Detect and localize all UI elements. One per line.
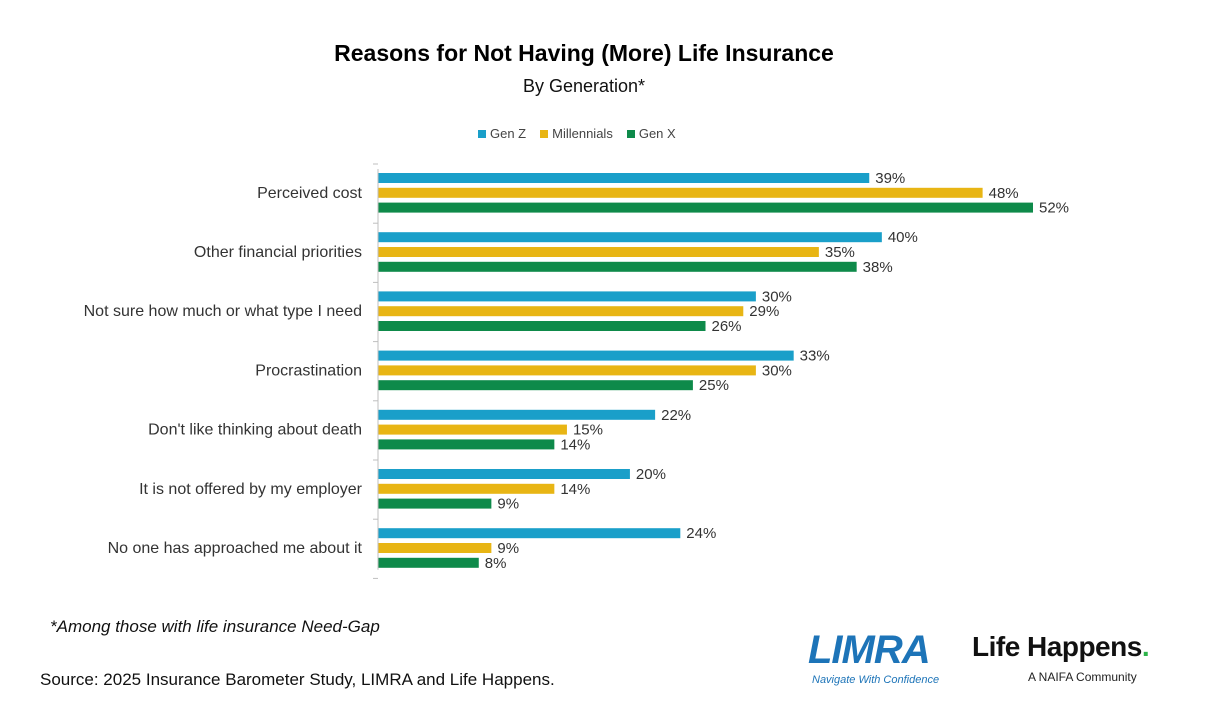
bar-millennials-no-one-has-approached-me-about-it [378, 543, 492, 553]
life-happens-logo-tagline: A NAIFA Community [1028, 670, 1137, 684]
bar-millennials-procrastination [378, 365, 756, 376]
bar-gen-z-procrastination [378, 350, 794, 361]
data-label-millennials-no-one-has-approached-me-about-it: 9% [497, 540, 519, 557]
life-happens-logo-wordmark: Life Happens [972, 631, 1142, 662]
bar-millennials-perceived-cost [378, 187, 983, 198]
legend-item-gen-x: Gen X [626, 126, 676, 141]
bar-gen-x-other-financial-priorities [378, 261, 857, 272]
limra-logo: LIMRA Navigate With Confidence [808, 630, 958, 690]
data-label-millennials-procrastination: 30% [762, 362, 792, 379]
legend-label-gen-z: Gen Z [490, 126, 527, 141]
bar-gen-x-don-t-like-thinking-about-death [378, 439, 555, 450]
legend-swatch-gen-z [478, 129, 486, 138]
data-label-gen-x-other-financial-priorities: 38% [863, 259, 893, 276]
life-happens-logo: Life Happens. A NAIFA Community [972, 630, 1182, 690]
bar-gen-z-perceived-cost [378, 173, 870, 183]
bar-gen-x-procrastination [378, 380, 693, 391]
category-label-don-t-like-thinking-about-death: Don't like thinking about death [148, 422, 362, 439]
chart-title: Reasons for Not Having (More) Life Insur… [334, 40, 834, 66]
bar-gen-x-perceived-cost [378, 202, 1033, 213]
data-label-gen-z-don-t-like-thinking-about-death: 22% [661, 407, 691, 424]
data-label-gen-x-no-one-has-approached-me-about-it: 8% [485, 555, 507, 572]
life-happens-logo-dot: . [1141, 631, 1150, 662]
category-label-no-one-has-approached-me-about-it: No one has approached me about it [108, 540, 363, 557]
data-label-gen-z-it-is-not-offered-by-my-employer: 20% [636, 466, 666, 483]
limra-logo-tagline: Navigate With Confidence [812, 674, 940, 686]
category-label-it-is-not-offered-by-my-employer: It is not offered by my employer [139, 481, 363, 498]
data-label-millennials-not-sure-how-much-or-what-type-i-need: 29% [749, 303, 779, 320]
chart-subtitle: By Generation* [522, 76, 646, 96]
chart-legend: Gen Z Millennials Gen X [478, 126, 676, 141]
bar-gen-z-not-sure-how-much-or-what-type-i-need [378, 291, 756, 302]
legend-label-millennials: Millennials [552, 126, 613, 141]
bar-gen-x-no-one-has-approached-me-about-it [378, 557, 479, 568]
data-label-gen-x-don-t-like-thinking-about-death: 14% [560, 436, 590, 453]
source-note: Source: 2025 Insurance Barometer Study, … [40, 670, 555, 689]
bar-gen-z-other-financial-priorities [378, 232, 882, 243]
data-label-millennials-it-is-not-offered-by-my-employer: 14% [560, 481, 590, 498]
bar-chart: Perceived cost 39% 48% 52% Other financial p… [84, 163, 1069, 579]
legend-item-millennials: Millennials [540, 126, 613, 141]
bar-millennials-other-financial-priorities [378, 247, 819, 257]
footnote: *Among those with life insurance Need-Ga… [50, 617, 380, 636]
limra-logo-wordmark: LIMRA [808, 628, 931, 672]
bar-millennials-it-is-not-offered-by-my-employer [378, 483, 555, 494]
data-label-gen-x-perceived-cost: 52% [1039, 200, 1069, 217]
data-label-gen-z-no-one-has-approached-me-about-it: 24% [686, 525, 716, 542]
bar-gen-x-it-is-not-offered-by-my-employer [378, 498, 492, 509]
data-label-gen-z-perceived-cost: 39% [875, 170, 905, 187]
legend-swatch-millennials [540, 129, 549, 138]
bar-gen-z-it-is-not-offered-by-my-employer [378, 469, 630, 479]
category-label-not-sure-how-much-or-what-type-i-need: Not sure how much or what type I need [84, 303, 362, 320]
category-label-perceived-cost: Perceived cost [257, 185, 362, 202]
legend-swatch-gen-x [626, 129, 635, 138]
category-label-other-financial-priorities: Other financial priorities [194, 244, 362, 261]
bar-millennials-not-sure-how-much-or-what-type-i-need [378, 306, 744, 317]
data-label-gen-z-other-financial-priorities: 40% [888, 229, 918, 246]
legend-label-gen-x: Gen X [638, 126, 676, 141]
bar-millennials-don-t-like-thinking-about-death [378, 424, 567, 435]
data-label-gen-x-it-is-not-offered-by-my-employer: 9% [497, 496, 519, 513]
bar-gen-z-don-t-like-thinking-about-death [378, 409, 656, 420]
data-label-millennials-other-financial-priorities: 35% [825, 244, 855, 261]
bar-gen-z-no-one-has-approached-me-about-it [378, 528, 681, 539]
bar-gen-x-not-sure-how-much-or-what-type-i-need [378, 321, 706, 331]
data-label-gen-z-procrastination: 33% [800, 348, 830, 365]
data-label-millennials-don-t-like-thinking-about-death: 15% [573, 422, 603, 439]
category-label-procrastination: Procrastination [255, 362, 362, 379]
data-label-millennials-perceived-cost: 48% [989, 185, 1019, 202]
data-label-gen-x-not-sure-how-much-or-what-type-i-need: 26% [712, 318, 742, 335]
data-label-gen-z-not-sure-how-much-or-what-type-i-need: 30% [762, 288, 792, 305]
legend-item-gen-z: Gen Z [478, 126, 526, 141]
data-label-gen-x-procrastination: 25% [699, 377, 729, 394]
